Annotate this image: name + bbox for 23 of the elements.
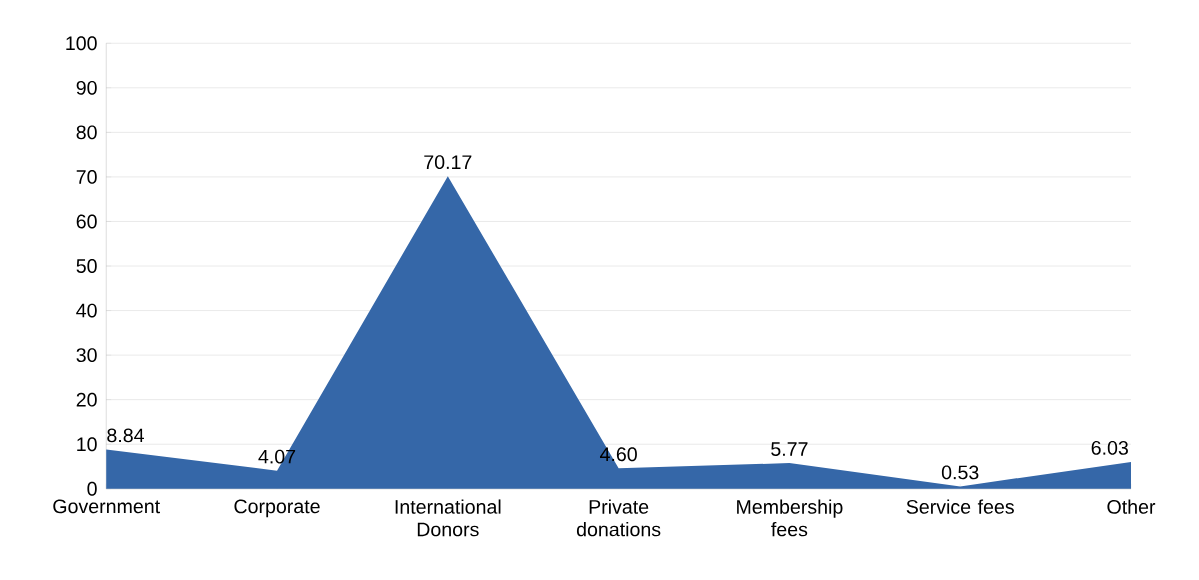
y-tick-label: 20 xyxy=(76,392,97,407)
y-tick-label: 40 xyxy=(76,303,97,318)
y-tick-label: 90 xyxy=(76,80,97,95)
x-tick-label: Service fees xyxy=(906,499,1014,514)
data-label: 6.03 xyxy=(1091,440,1128,455)
y-tick-label: 100 xyxy=(66,36,97,51)
y-tick-label: 0 xyxy=(87,481,97,496)
x-tick-label: Other xyxy=(1107,499,1156,514)
x-tick-label: Government xyxy=(53,499,160,514)
y-tick-label: 50 xyxy=(76,258,97,273)
y-tick-label: 80 xyxy=(76,125,97,140)
data-label: 0.53 xyxy=(941,465,979,480)
x-tick-label: International Donors xyxy=(395,499,501,537)
y-tick-label: 10 xyxy=(77,437,97,452)
data-label: 8.84 xyxy=(107,428,144,443)
x-tick-label: Corporate xyxy=(234,499,320,518)
data-label: 5.77 xyxy=(771,442,808,456)
y-tick-label: 70 xyxy=(76,169,97,184)
x-tick-label: Membership fees xyxy=(737,499,843,537)
x-tick-label: Private donations xyxy=(576,499,661,537)
y-tick-label: 30 xyxy=(76,348,97,362)
y-tick-label: 60 xyxy=(76,214,97,229)
data-label: 70.17 xyxy=(424,155,472,169)
